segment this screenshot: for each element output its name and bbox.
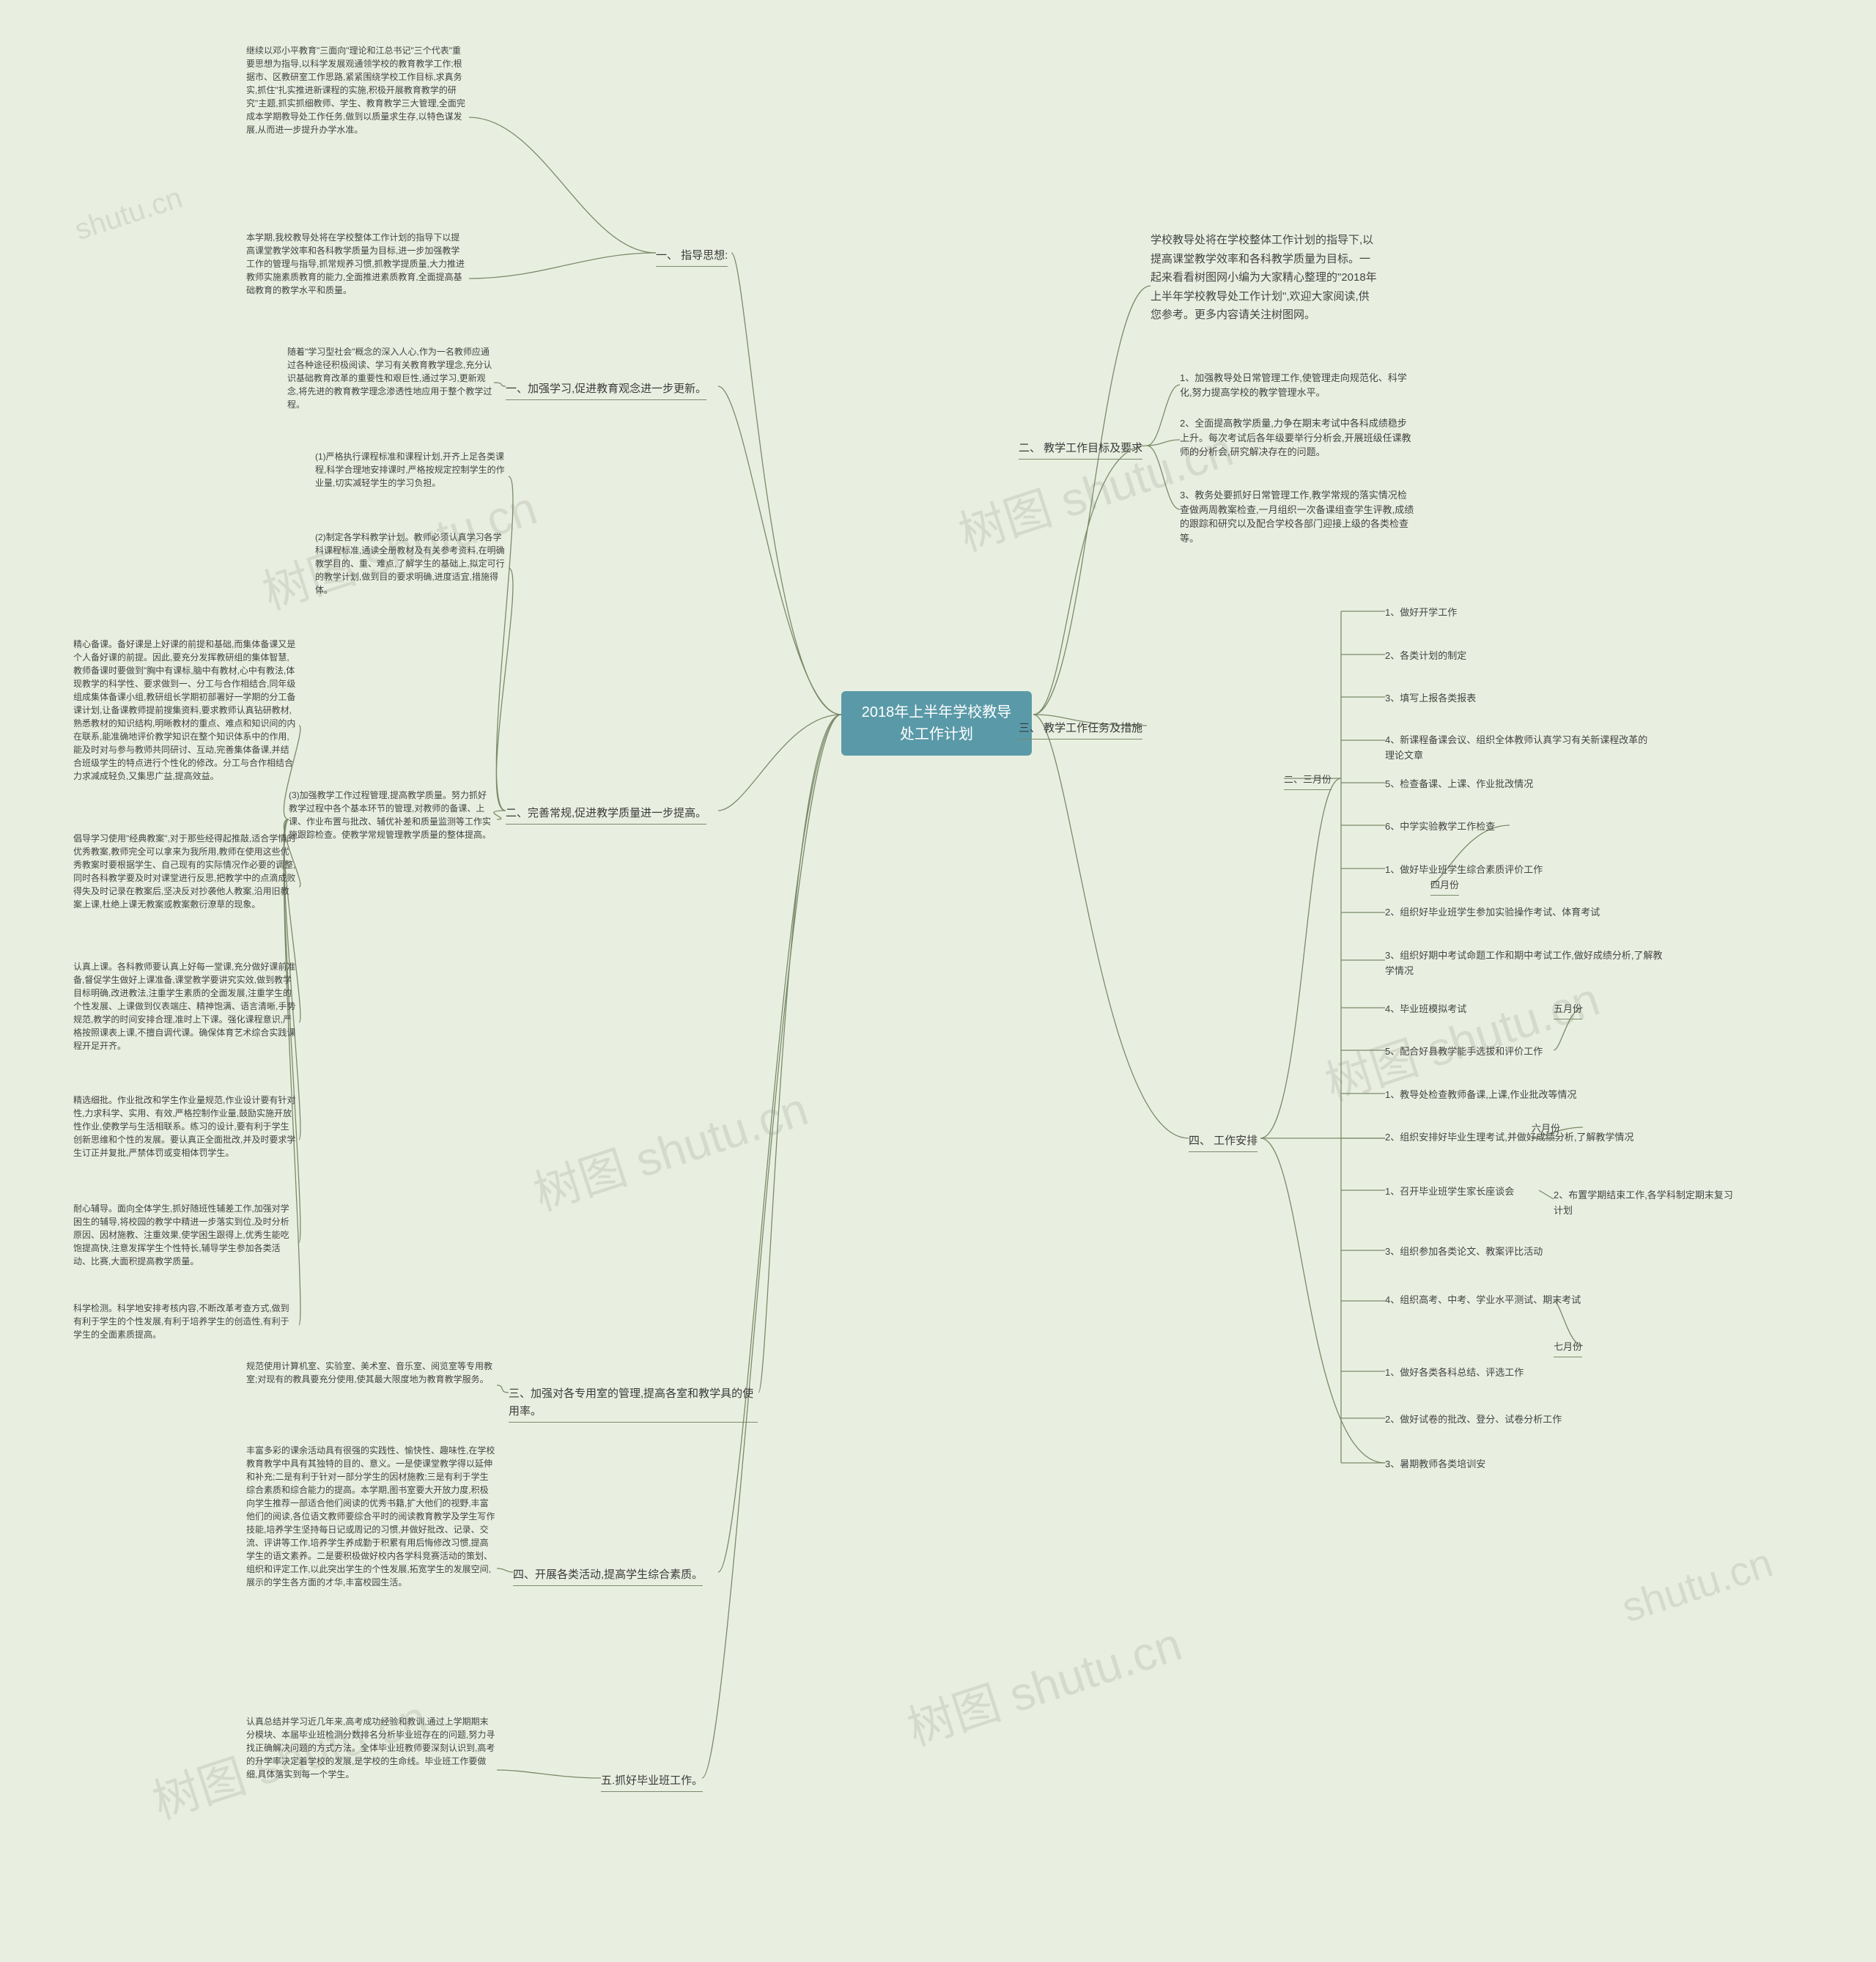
left-para-p8: 认真上课。各科教师要认真上好每一堂课,充分做好课前准备,督促学生做好上课准备,课… (73, 960, 297, 1052)
left-para-p2: 本学期,我校教导处将在学校整体工作计划的指导下以提高课堂教学效率和各科教学质量为… (246, 231, 466, 297)
left-branch-lb5[interactable]: 四、开展各类活动,提高学生综合素质。 (513, 1566, 703, 1586)
left-para-p6: 精心备课。备好课是上好课的前提和基础,而集体备课又是个人备好课的前提。因此,要充… (73, 638, 297, 783)
branch-plan[interactable]: 四、 工作安排 (1189, 1132, 1258, 1152)
plan-leaf-7: 2、组织好毕业班学生参加实验操作考试、体育考试 (1385, 905, 1600, 921)
month-m3[interactable]: 二、三月份 (1284, 772, 1332, 790)
left-para-p4: (1)严格执行课程标准和课程计划,开齐上足各类课程,科学合理地安排课时,严格按规… (315, 450, 506, 490)
watermark: shutu.cn (1616, 1538, 1778, 1631)
plan-leaf-13: 1、召开毕业班学生家长座谈会 (1385, 1184, 1514, 1200)
watermark: 树图 shutu.cn (898, 1607, 1189, 1758)
intro-paragraph: 学校教导处将在学校整体工作计划的指导下,以提高课堂教学效率和各科教学质量为目标。… (1151, 231, 1378, 325)
plan-leaf-0: 1、做好开学工作 (1385, 605, 1457, 621)
plan-leaf-6: 1、做好毕业班学生综合素质评价工作 (1385, 863, 1543, 878)
watermark: 树图 shutu.cn (524, 1072, 815, 1223)
left-para-p1: 继续以邓小平教育"三面向"理论和江总书记"三个代表"重要思想为指导,以科学发展观… (246, 44, 466, 136)
plan-leaf-11: 1、教导处检查教师备课,上课,作业批改等情况 (1385, 1088, 1576, 1103)
left-para-p10: 耐心辅导。面向全体学生,抓好随班性辅差工作,加强对学困生的辅导,将校园的教学中精… (73, 1202, 297, 1268)
month-m7[interactable]: 七月份 (1554, 1340, 1582, 1357)
branch-goal[interactable]: 二、 教学工作目标及要求 (1019, 440, 1142, 460)
plan-leaf-9: 4、毕业班模拟考试 (1385, 1002, 1466, 1017)
left-branch-lb2[interactable]: 一、加强学习,促进教育观念进一步更新。 (506, 380, 706, 400)
left-para-p15: 认真总结并学习近几年来,高考成功经验和教训,通过上学期期末分模块、本届毕业班检测… (246, 1715, 495, 1781)
plan-leaf-5: 6、中学实验教学工作检查 (1385, 819, 1495, 835)
plan-leaf-4: 5、检查备课、上课、作业批改情况 (1385, 777, 1533, 792)
left-para-p7: 倡导学习使用"经典教案",对于那些经得起推敲,适合学情的优秀教案,教师完全可以拿… (73, 832, 297, 911)
left-para-p11: 科学检测。科学地安排考核内容,不断改革考查方式,做到有利于学生的个性发展,有利于… (73, 1302, 297, 1341)
plan-leaf-17: 1、做好各类各科总结、评选工作 (1385, 1365, 1524, 1381)
left-branch-lb3[interactable]: 二、完善常规,促进教学质量进一步提高。 (506, 805, 706, 825)
branch-task[interactable]: 三、 教学工作任务及措施 (1019, 720, 1142, 740)
plan-leaf-19: 3、暑期教师各类培训安 (1385, 1457, 1485, 1472)
goal-item-2: 2、全面提高教学质量,力争在期末考试中各科成绩稳步上升。每次考试后各年级要举行分… (1180, 416, 1414, 460)
plan-leaf-8: 3、组织好期中考试命题工作和期中考试工作,做好成绩分析,了解教学情况 (1385, 948, 1663, 979)
plan-leaf-3: 4、新课程备课会议、组织全体教师认真学习有关新课程改革的理论文章 (1385, 733, 1649, 764)
left-branch-lb6[interactable]: 五.抓好毕业班工作。 (601, 1772, 703, 1792)
left-para-p5: (2)制定各学科教学计划。教师必须认真学习各学科课程标准,通读全册教材及有关参考… (315, 531, 506, 597)
left-para-p12: (3)加强教学工作过程管理,提高教学质量。努力抓好教学过程中各个基本环节的管理,… (289, 789, 494, 841)
watermark: shutu.cn (71, 182, 187, 248)
month-m5[interactable]: 五月份 (1554, 1002, 1582, 1019)
root-node[interactable]: 2018年上半年学校教导处工作计划 (841, 691, 1032, 756)
plan-leaf-18: 2、做好试卷的批改、登分、试卷分析工作 (1385, 1412, 1562, 1428)
plan-leaf-15: 3、组织参加各类论文、教案评比活动 (1385, 1244, 1543, 1260)
plan-leaf-2: 3、填写上报各类报表 (1385, 691, 1476, 707)
left-branch-lb4[interactable]: 三、加强对各专用室的管理,提高各室和教学具的使用率。 (509, 1385, 758, 1423)
month-m4[interactable]: 四月份 (1430, 878, 1459, 896)
left-para-p3: 随着"学习型社会"概念的深入人心,作为一名教师应通过各种途径积极阅读、学习有关教… (287, 345, 492, 411)
left-para-p14: 丰富多彩的课余活动具有很强的实践性、愉快性、趣味性,在学校教育教学中具有其独特的… (246, 1444, 495, 1589)
goal-item-1: 1、加强教导处日常管理工作,使管理走向规范化、科学化,努力提高学校的教学管理水平… (1180, 371, 1414, 399)
goal-item-3: 3、教务处要抓好日常管理工作,教学常规的落实情况检查做两周教案检查,一月组织一次… (1180, 488, 1414, 545)
plan-leaf-14: 2、布置学期结束工作,各学科制定期末复习计划 (1554, 1188, 1737, 1219)
left-para-p13: 规范使用计算机室、实验室、美术室、音乐室、阅览室等专用教室;对现有的教具要充分使… (246, 1360, 495, 1386)
plan-leaf-1: 2、各类计划的制定 (1385, 649, 1466, 664)
left-branch-lb1[interactable]: 一、 指导思想: (656, 247, 728, 267)
plan-leaf-10: 5、配合好县教学能手选拔和评价工作 (1385, 1044, 1543, 1060)
plan-leaf-16: 4、组织高考、中考、学业水平测试、期末考试 (1385, 1293, 1581, 1308)
plan-leaf-12: 2、组织安排好毕业生理考试,并做好成绩分析,了解教学情况 (1385, 1130, 1633, 1146)
left-para-p9: 精选细批。作业批改和学生作业量规范,作业设计要有针对性,力求科学、实用、有效,严… (73, 1094, 297, 1159)
